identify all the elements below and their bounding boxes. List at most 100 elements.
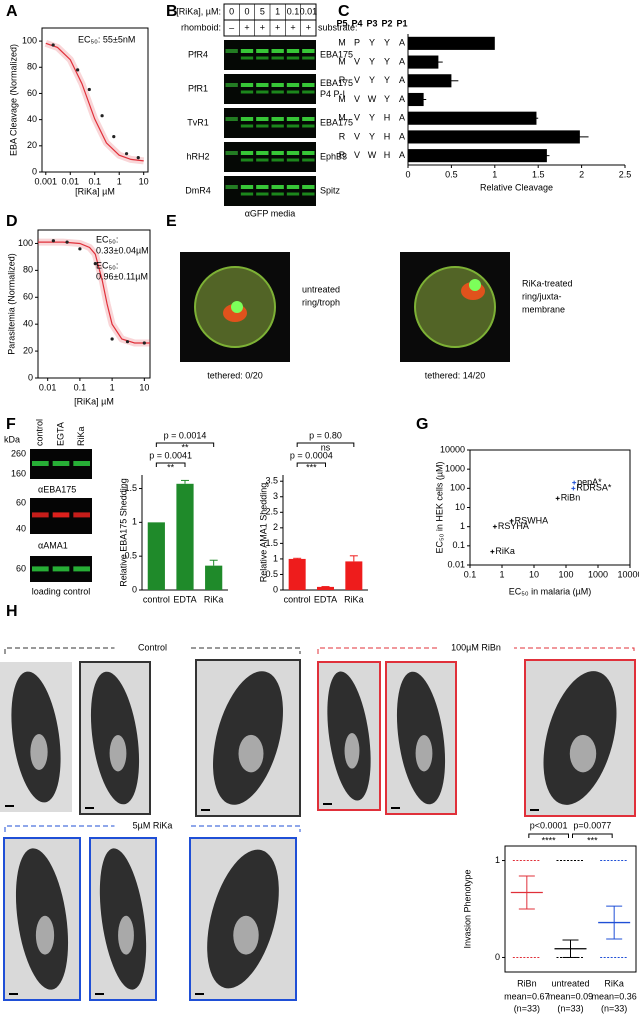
band <box>302 90 315 94</box>
band <box>240 124 254 128</box>
band <box>271 192 284 196</box>
x-tick-label: 1 <box>499 569 504 579</box>
y-axis-label: EC₅₀ in HEK cells (µM) <box>434 461 444 553</box>
band <box>240 90 254 94</box>
x-tick-label: 1.5 <box>532 169 545 179</box>
y-axis-label: Invasion Phenotype <box>462 869 472 948</box>
marker-label: 60 <box>16 497 26 507</box>
band <box>52 461 70 466</box>
band <box>286 192 300 196</box>
x-tick-label: control <box>143 594 170 604</box>
data-point <box>572 480 577 485</box>
band <box>271 185 284 189</box>
p-value: p = 0.80 <box>309 430 342 440</box>
lane-concentration: 0.01 <box>300 6 318 16</box>
vacuole <box>118 915 134 955</box>
residue: H <box>384 150 391 160</box>
significance: ** <box>167 462 175 472</box>
x-tick-label: 1 <box>110 382 115 392</box>
y-tick-label: 100 <box>22 35 37 45</box>
x-tick-label: 1 <box>117 176 122 186</box>
panel-label: D <box>6 213 18 230</box>
band <box>240 185 254 189</box>
point-label: RSWHA <box>515 515 549 525</box>
x-tick-label: 0 <box>405 169 410 179</box>
data-point <box>112 135 116 139</box>
band <box>256 192 269 196</box>
data-point <box>124 152 129 156</box>
residue: P <box>354 38 360 48</box>
label-bg <box>114 641 191 655</box>
point-label: RDRSA* <box>576 483 612 493</box>
position-label: P5 <box>336 18 347 28</box>
data-point <box>492 524 497 529</box>
panel-label: E <box>166 213 177 230</box>
residue: H <box>384 113 391 123</box>
y-tick-label: 0 <box>495 952 500 962</box>
band <box>225 49 238 53</box>
band <box>302 49 315 53</box>
data-point <box>65 240 69 244</box>
data-point <box>100 114 104 118</box>
group-label: 5µM RiKa <box>133 820 173 830</box>
residue: Y <box>384 75 390 85</box>
band <box>32 512 49 518</box>
significance: ** <box>181 442 189 452</box>
x-tick-label: 10 <box>139 176 149 186</box>
bracket <box>296 442 355 447</box>
x-tick-label: 10000 <box>617 569 639 579</box>
residue: A <box>399 131 405 141</box>
x-tick-label: 0.1 <box>88 176 101 186</box>
bar <box>408 130 580 144</box>
lane-rhomboid: – <box>229 22 234 32</box>
vacuole <box>30 734 48 770</box>
blot-caption: αAMA1 <box>38 540 68 550</box>
band <box>256 158 269 162</box>
band <box>302 192 315 196</box>
y-tick-label: 2 <box>273 522 278 532</box>
lane-concentration: 1 <box>275 6 280 16</box>
bar <box>408 36 495 50</box>
p-value: p = 0.0041 <box>149 450 192 460</box>
y-axis-label: Relative AMA1 Shedding <box>258 483 268 583</box>
residue: V <box>354 94 360 104</box>
y-tick-label: 1 <box>132 517 137 527</box>
band <box>240 158 254 162</box>
data-point <box>509 518 514 523</box>
residue: V <box>354 75 360 85</box>
x-tick-label: RiKa <box>204 594 224 604</box>
substrate-label: Spitz <box>320 185 341 195</box>
residue: Y <box>369 38 375 48</box>
band <box>271 83 284 87</box>
data-point <box>110 337 114 341</box>
y-tick-label: 40 <box>23 319 33 329</box>
bracket <box>572 833 613 838</box>
data-point <box>78 247 82 251</box>
y-tick-label: 40 <box>27 114 37 124</box>
lane-rhomboid: + <box>275 22 280 32</box>
annotation: EC₅₀: <box>96 234 118 244</box>
lane-rhomboid: + <box>290 22 295 32</box>
blot <box>224 40 316 70</box>
x-tick-label: 0.1 <box>464 569 477 579</box>
p-value: p = 0.0004 <box>290 450 333 460</box>
y-axis-label: Parasitemia (Normalized) <box>6 253 16 355</box>
position-label: P4 <box>351 18 362 28</box>
band <box>225 117 238 121</box>
band <box>240 83 254 87</box>
band <box>256 90 269 94</box>
n-label: (n=33) <box>557 1003 583 1013</box>
y-tick-label: 1 <box>495 855 500 865</box>
band <box>73 461 90 466</box>
residue: M <box>338 113 346 123</box>
residue: M <box>338 38 346 48</box>
significance: *** <box>306 462 317 472</box>
band <box>256 83 269 87</box>
band <box>256 185 269 189</box>
bar <box>408 111 537 125</box>
significance: **** <box>542 835 557 845</box>
header-label: rhomboid: <box>181 22 221 32</box>
y-tick-label: 1 <box>460 521 465 531</box>
substrate-label: EphB3 <box>320 151 347 161</box>
x-tick-label: control <box>284 594 311 604</box>
